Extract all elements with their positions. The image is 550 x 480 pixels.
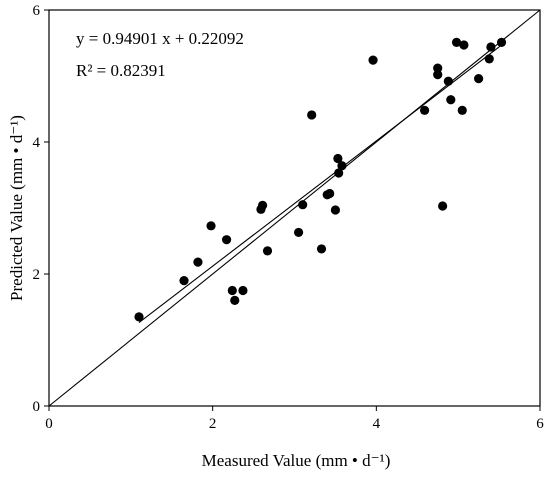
plot-area: [48, 9, 541, 407]
data-point: [227, 285, 237, 296]
data-point: [230, 295, 240, 305]
data-point: [293, 227, 304, 238]
data-point: [316, 244, 327, 254]
x-tick-label: 0: [45, 416, 53, 432]
data-point: [337, 161, 347, 171]
data-point: [443, 76, 453, 86]
data-point: [330, 205, 341, 215]
axis-ticks: 0 2 4 6 0 2 4 6: [33, 3, 545, 432]
data-point: [298, 200, 308, 210]
x-axis-title: Measured Value (mm • d⁻¹): [202, 451, 391, 470]
data-point: [368, 55, 378, 65]
plot-border: [48, 9, 541, 407]
x-tick-label: 2: [209, 416, 217, 432]
data-point: [451, 37, 462, 47]
y-tick-label: 0: [33, 399, 41, 415]
x-tick-label: 6: [536, 416, 544, 432]
regression-lines: [48, 9, 541, 407]
data-point: [206, 221, 216, 231]
data-point: [193, 257, 203, 267]
data-point: [446, 95, 456, 105]
data-point: [433, 63, 443, 73]
data-point: [221, 235, 232, 245]
data-point: [238, 285, 248, 296]
data-point: [262, 246, 273, 256]
y-tick-label: 2: [33, 267, 41, 283]
regression-fit-line: [138, 43, 504, 323]
data-point: [459, 40, 469, 50]
data-point: [257, 200, 268, 210]
data-point: [420, 105, 430, 115]
y-tick-label: 6: [33, 3, 41, 19]
r-squared-label: R² = 0.82391: [76, 61, 166, 80]
data-point: [496, 37, 507, 47]
data-point: [325, 188, 335, 199]
data-point: [457, 105, 467, 115]
data-points: [134, 37, 507, 322]
data-point: [474, 74, 484, 84]
data-point: [438, 201, 448, 211]
data-point: [333, 153, 343, 164]
data-point: [484, 54, 494, 64]
one-to-one-line: [48, 9, 541, 407]
data-point: [486, 42, 496, 52]
x-tick-label: 4: [373, 416, 381, 432]
data-point: [433, 70, 443, 80]
data-point: [179, 276, 189, 286]
y-axis-title: Predicted Value (mm • d⁻¹): [7, 115, 26, 301]
y-tick-label: 4: [33, 135, 41, 151]
data-point: [307, 110, 317, 120]
data-point: [334, 168, 344, 178]
regression-equation: y = 0.94901 x + 0.22092: [76, 29, 244, 48]
data-point: [134, 312, 144, 322]
